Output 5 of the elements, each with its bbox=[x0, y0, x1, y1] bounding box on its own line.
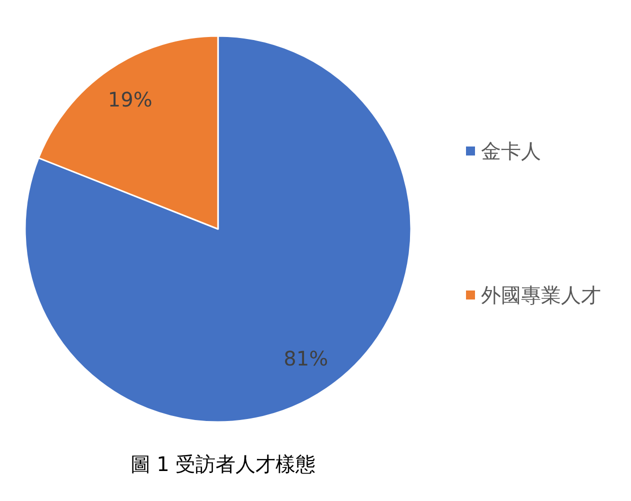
legend-label: 外國專業人才 bbox=[481, 283, 601, 307]
data-label: 81% bbox=[284, 346, 328, 370]
legend-label: 金卡人 bbox=[481, 139, 541, 163]
text: 圖 1 受訪者人才樣態 bbox=[130, 452, 316, 476]
data-label: 19% bbox=[108, 88, 152, 112]
